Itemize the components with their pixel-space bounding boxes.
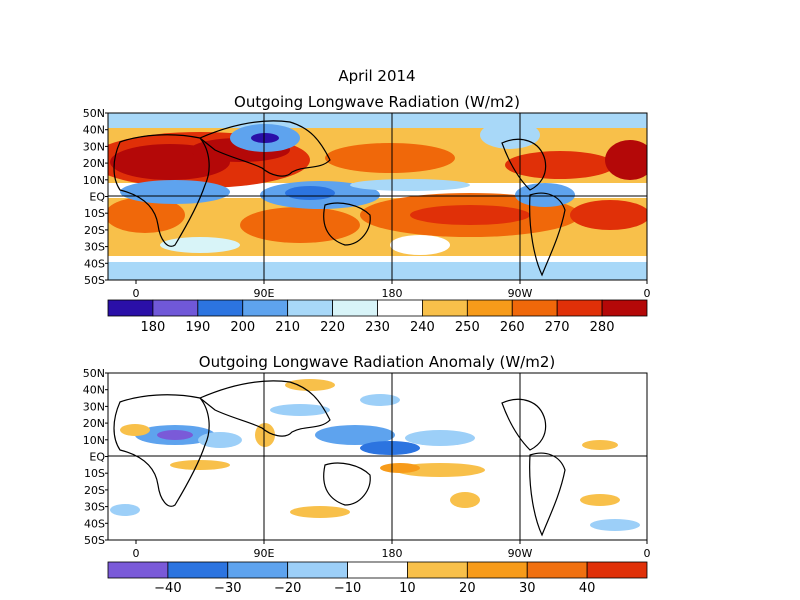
anomaly-colorbar-label: 40	[579, 581, 596, 596]
olr-colorbar: 180 190 200 210 220 230 240 250 260 270 280	[107, 299, 648, 335]
olr-colorbar-swatch	[511, 299, 558, 317]
olr-colorbar-swatch	[601, 299, 648, 317]
olr-lon-label: 180	[382, 287, 403, 300]
anomaly-colorbar-swatch	[227, 561, 289, 579]
olr-lat-label: 10N	[83, 174, 105, 187]
olr-colorbar-swatch	[107, 299, 154, 317]
olr-gridlines	[108, 113, 647, 280]
olr-lat-label: 30S	[84, 241, 105, 254]
anomaly-lat-label: 30S	[84, 501, 105, 514]
anomaly-colorbar-swatch	[526, 561, 588, 579]
olr-lat-label: 20N	[83, 157, 105, 170]
anomaly-colorbar-label: 10	[399, 581, 416, 596]
anomaly-lon-label: 0	[133, 547, 140, 560]
olr-colorbar-swatch	[556, 299, 603, 317]
olr-colorbar-swatch	[422, 299, 468, 317]
anomaly-colorbar-swatch	[407, 561, 468, 579]
olr-lon-labels: 0 90E 180 90W 0	[133, 280, 651, 300]
anomaly-lon-labels: 0 90E 180 90W 0	[133, 540, 651, 560]
anomaly-colorbar-swatch	[287, 561, 348, 579]
anomaly-lon-label: 180	[382, 547, 403, 560]
olr-colorbar-label: 250	[455, 320, 480, 335]
olr-lat-label: EQ	[89, 191, 105, 204]
olr-colorbar-label: 210	[275, 320, 300, 335]
anomaly-colorbar-swatch	[347, 561, 408, 579]
anomaly-colorbar: −40 −30 −20 −10 10 20 30 40	[107, 561, 648, 596]
anomaly-map: 50N 40N 30N 20N 10N EQ 10S 20S 30S 40S 50S 0 90E 180…	[83, 367, 651, 560]
anomaly-lat-label: 30N	[83, 400, 105, 413]
olr-lat-labels: 50N 40N 30N 20N 10N EQ 10S 20S 30S 40S 50S	[83, 107, 108, 287]
anomaly-lon-label: 0	[644, 547, 651, 560]
anomaly-lon-label: 90W	[508, 547, 533, 560]
anomaly-colorbar-label: 20	[459, 581, 476, 596]
anomaly-lat-label: 40N	[83, 384, 105, 397]
olr-lon-label: 0	[644, 287, 651, 300]
anomaly-colorbar-label: −20	[274, 581, 301, 596]
olr-lon-label: 90E	[254, 287, 275, 300]
anomaly-gridlines	[108, 373, 647, 540]
olr-colorbar-label: 280	[590, 320, 615, 335]
anomaly-colorbar-label: −30	[214, 581, 241, 596]
olr-lon-label: 90W	[508, 287, 533, 300]
olr-lat-label: 50N	[83, 107, 105, 120]
olr-colorbar-swatch	[466, 299, 513, 317]
anomaly-colorbar-swatch	[107, 561, 169, 579]
top-panel-title: Outgoing Longwave Radiation (W/m2)	[234, 93, 520, 111]
anomaly-colorbar-label: 30	[519, 581, 536, 596]
anomaly-colorbar-swatch	[586, 561, 648, 579]
anomaly-lon-label: 90E	[254, 547, 275, 560]
olr-lat-label: 50S	[84, 274, 105, 287]
olr-colorbar-swatch	[242, 299, 289, 317]
olr-colorbar-label: 180	[141, 320, 166, 335]
olr-lat-label: 40S	[84, 257, 105, 270]
olr-colorbar-label: 260	[500, 320, 525, 335]
anomaly-lat-label: 10N	[83, 434, 105, 447]
olr-colorbar-label: 190	[185, 320, 210, 335]
olr-colorbar-label: 240	[410, 320, 435, 335]
anomaly-lat-label: 20N	[83, 417, 105, 430]
anomaly-colorbar-swatch	[466, 561, 528, 579]
olr-colorbar-swatch	[377, 299, 423, 317]
olr-lat-label: 30N	[83, 140, 105, 153]
olr-colorbar-label: 220	[320, 320, 345, 335]
olr-lat-label: 20S	[84, 224, 105, 237]
bottom-panel-title: Outgoing Longwave Radiation Anomaly (W/m…	[199, 353, 555, 371]
anomaly-lat-label: 10S	[84, 467, 105, 480]
olr-colorbar-swatch	[287, 299, 333, 317]
anomaly-lat-label: 40S	[84, 517, 105, 530]
anomaly-colorbar-label: −10	[334, 581, 361, 596]
olr-colorbar-label: 200	[230, 320, 255, 335]
olr-colorbar-label: 270	[545, 320, 570, 335]
olr-map: 50N 40N 30N 20N 10N EQ 10S 20S 30S 40S 50S 0 90E 180…	[83, 107, 651, 300]
olr-colorbar-swatch	[152, 299, 199, 317]
anomaly-colorbar-label: −40	[154, 581, 181, 596]
olr-lat-label: 10S	[84, 207, 105, 220]
anomaly-lat-labels: 50N 40N 30N 20N 10N EQ 10S 20S 30S 40S 50S	[83, 367, 108, 547]
month-title: April 2014	[338, 67, 415, 85]
olr-colorbar-swatch	[197, 299, 244, 317]
anomaly-lat-label: EQ	[89, 451, 105, 464]
olr-lat-label: 40N	[83, 124, 105, 137]
anomaly-lat-label: 50N	[83, 367, 105, 380]
olr-colorbar-swatch	[332, 299, 378, 317]
olr-colorbar-label: 230	[365, 320, 390, 335]
anomaly-lat-label: 20S	[84, 484, 105, 497]
anomaly-lat-label: 50S	[84, 534, 105, 547]
olr-lon-label: 0	[133, 287, 140, 300]
anomaly-colorbar-swatch	[167, 561, 229, 579]
anomaly-coastlines	[113, 380, 566, 537]
